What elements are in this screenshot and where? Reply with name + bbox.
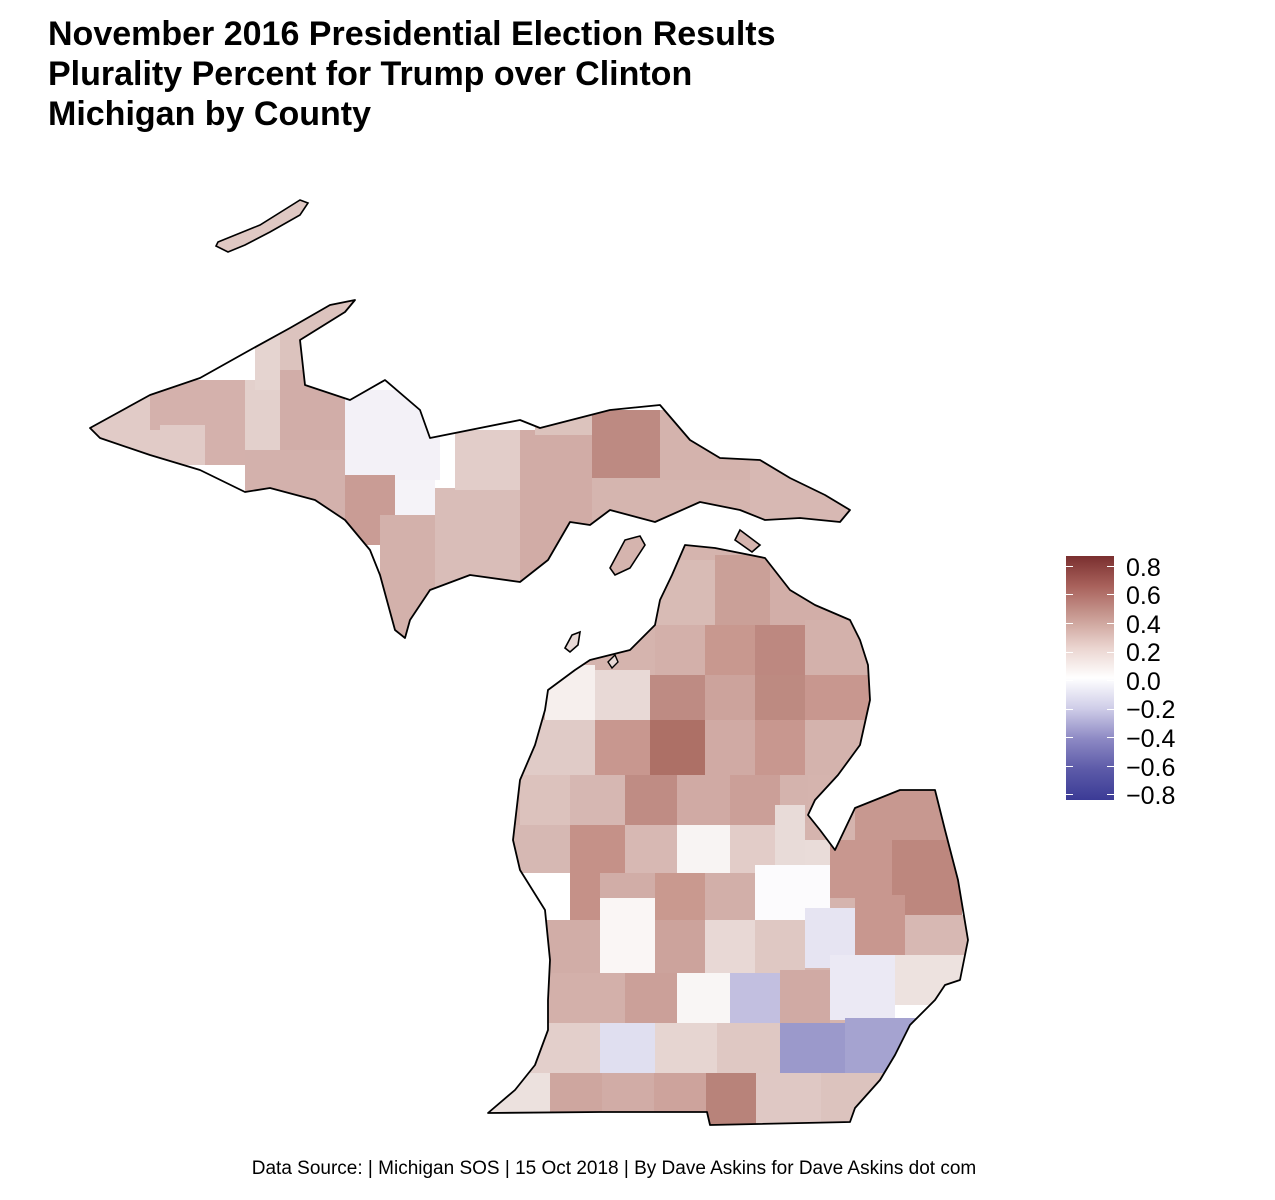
legend-label: 0.2 — [1126, 639, 1161, 667]
island-north-manitou — [563, 630, 581, 654]
lower-peninsula-counties — [488, 545, 968, 1125]
legend-tick — [1066, 652, 1073, 653]
isle-royale-county — [214, 199, 310, 253]
upper-peninsula-outline — [89, 299, 851, 639]
legend-tick — [1107, 594, 1114, 595]
legend-tick — [1066, 709, 1073, 710]
title-line-3: Michigan by County — [48, 95, 371, 133]
legend-tick — [1066, 623, 1073, 624]
legend-tick — [1066, 794, 1073, 795]
legend-label: −0.8 — [1126, 782, 1176, 810]
island-south-manitou — [607, 653, 619, 670]
legend-tick — [1066, 737, 1073, 738]
legend-tick — [1107, 794, 1114, 795]
legend-tick — [1066, 766, 1073, 767]
legend-tick — [1107, 566, 1114, 567]
legend-tick — [1107, 766, 1114, 767]
legend-label: 0.4 — [1126, 611, 1161, 639]
legend-label: −0.2 — [1126, 696, 1176, 724]
legend-tick — [1107, 652, 1114, 653]
legend-label: 0.8 — [1126, 554, 1161, 582]
legend-tick — [1066, 680, 1073, 681]
island-beaver — [609, 535, 646, 577]
lower-peninsula-outline — [487, 544, 969, 1126]
title-line-1: November 2016 Presidential Election Resu… — [48, 15, 776, 53]
legend-tick — [1107, 680, 1114, 681]
legend-tick — [1066, 594, 1073, 595]
legend-label: 0.6 — [1126, 582, 1161, 610]
legend-tick — [1107, 709, 1114, 710]
legend-label: 0.0 — [1126, 668, 1161, 696]
legend-tick — [1107, 623, 1114, 624]
data-source-caption: Data Source: | Michigan SOS | 15 Oct 201… — [251, 1158, 977, 1179]
legend-tick — [1107, 737, 1114, 738]
legend-tick — [1066, 566, 1073, 567]
legend-label: −0.6 — [1126, 754, 1176, 782]
map-title: November 2016 Presidential Election Resu… — [48, 14, 776, 134]
legend-color-bar — [1066, 556, 1114, 800]
legend-label: −0.4 — [1126, 725, 1176, 753]
island-drummond — [733, 528, 762, 554]
title-line-2: Plurality Percent for Trump over Clinton — [48, 55, 693, 93]
